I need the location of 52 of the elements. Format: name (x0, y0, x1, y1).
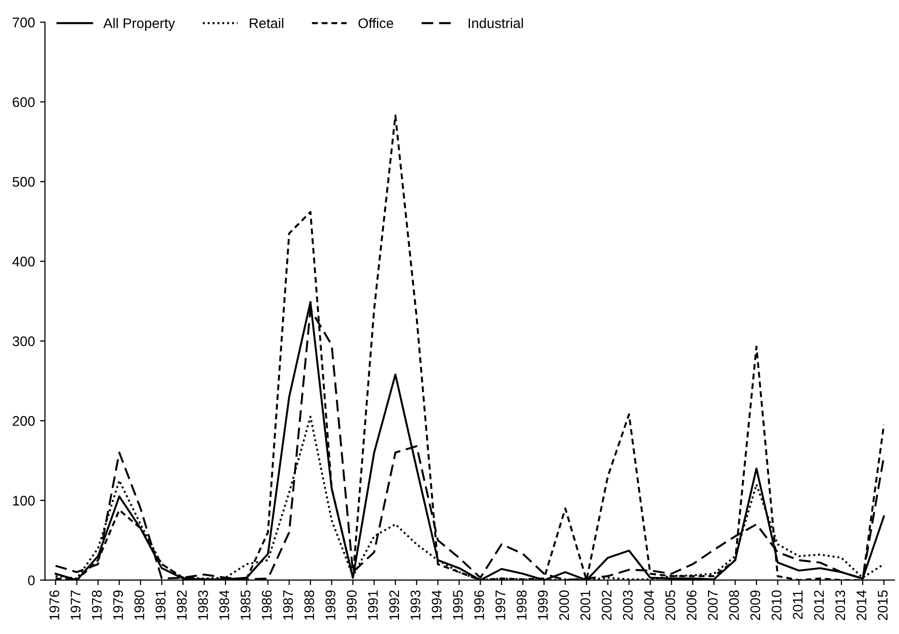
x-tick-label: 1979 (113, 590, 124, 620)
x-tick-label: 1996 (474, 590, 484, 620)
x-tick-label: 2013 (835, 590, 846, 620)
y-tick-label: 700 (12, 18, 35, 28)
x-tick-label: 2005 (665, 590, 676, 620)
y-tick-label: 200 (12, 416, 35, 426)
legend-label: Industrial (468, 18, 523, 28)
x-tick-label: 1999 (538, 590, 548, 620)
x-tick-label: 1988 (304, 590, 314, 620)
x-tick-label: 1978 (92, 590, 102, 620)
x-tick-label: 1985 (240, 590, 250, 620)
x-tick-label: 2009 (750, 590, 760, 620)
x-tick-label: 2010 (772, 590, 782, 620)
x-tick-label: 2008 (729, 590, 739, 620)
legend-label: Retail (250, 18, 284, 28)
x-tick-label: 1976 (49, 590, 60, 620)
x-tick-label: 2014 (856, 590, 866, 620)
x-tick-label: 2002 (602, 590, 612, 620)
x-tick-label: 1981 (156, 590, 166, 620)
x-tick-label: 2007 (708, 590, 718, 620)
x-tick-label: 1995 (453, 590, 463, 620)
legend-label: All Property (103, 18, 176, 31)
x-tick-label: 1989 (326, 590, 336, 620)
x-tick-label: 1990 (346, 590, 357, 620)
y-tick-label: 400 (12, 256, 35, 266)
x-tick-label: 1992 (389, 590, 400, 620)
y-tick-label: 0 (28, 575, 35, 586)
x-tick-label: 1980 (134, 590, 144, 620)
x-tick-label: 2003 (622, 590, 633, 620)
x-tick-label: 2000 (559, 590, 570, 620)
x-tick-label: 2004 (644, 590, 654, 620)
x-tick-label: 1986 (262, 590, 272, 620)
x-tick-label: 2012 (814, 590, 824, 620)
x-tick-label: 1984 (219, 590, 230, 620)
x-tick-label: 1997 (495, 590, 506, 620)
y-tick-label: 100 (13, 496, 35, 506)
legend-label: Office (358, 18, 394, 28)
x-tick-label: 1983 (198, 590, 208, 620)
y-tick-label: 300 (12, 336, 35, 346)
x-tick-label: 1994 (432, 590, 442, 620)
x-tick-label: 2001 (580, 590, 590, 620)
x-tick-label: 1998 (516, 590, 527, 620)
x-tick-label: 1993 (410, 590, 420, 620)
x-tick-label: 1977 (70, 590, 81, 620)
x-tick-label: 2015 (878, 590, 888, 620)
y-tick-label: 600 (12, 97, 35, 108)
x-tick-label: 2011 (792, 590, 803, 620)
x-tick-label: 1987 (283, 590, 293, 620)
x-tick-label: 1982 (176, 590, 187, 620)
x-tick-label: 1991 (368, 590, 378, 620)
y-tick-label: 500 (12, 176, 35, 187)
x-tick-label: 2006 (686, 590, 696, 620)
